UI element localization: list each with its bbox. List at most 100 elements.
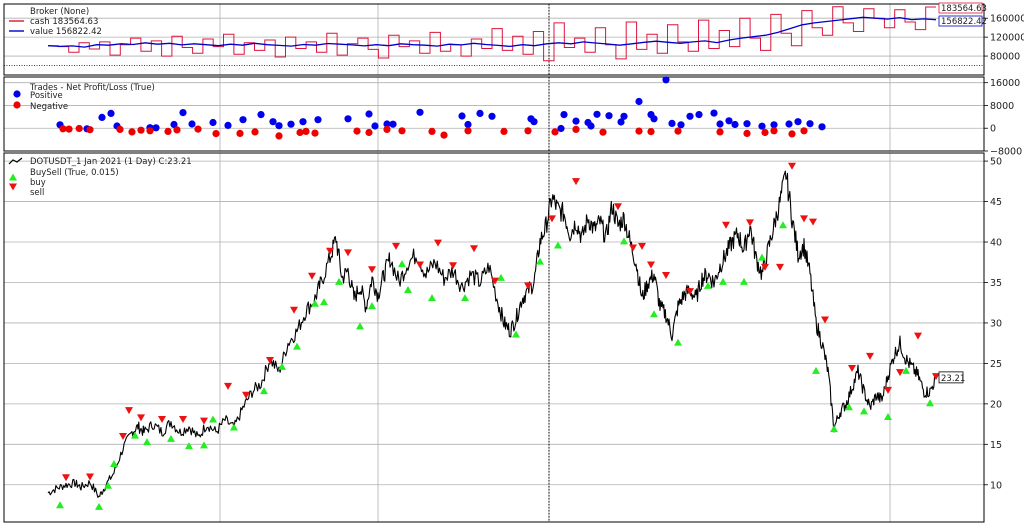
panel-frame bbox=[3, 76, 985, 152]
legend-label-buy: buy bbox=[30, 178, 46, 188]
sell-marker bbox=[548, 215, 556, 223]
y-tick-label: 40 bbox=[990, 238, 1002, 249]
buy-marker bbox=[860, 407, 868, 415]
sell-marker bbox=[290, 306, 298, 314]
trade-negative-point bbox=[212, 130, 220, 138]
buy-marker bbox=[884, 413, 892, 421]
legend-label-buysell: BuySell (True, 0.015) bbox=[30, 168, 119, 178]
sell-marker bbox=[809, 218, 817, 226]
trade-positive-point bbox=[287, 120, 295, 128]
legend-swatch-negative bbox=[13, 101, 21, 109]
buy-marker bbox=[56, 501, 64, 509]
sell-marker bbox=[761, 263, 769, 271]
trade-positive-point bbox=[806, 120, 814, 128]
buy-marker bbox=[200, 441, 208, 449]
trade-positive-point bbox=[389, 120, 397, 128]
legend-label-positive: Positive bbox=[30, 91, 63, 101]
trade-negative-point bbox=[173, 126, 181, 134]
trade-negative-point bbox=[383, 125, 391, 133]
trade-negative-point bbox=[116, 125, 124, 133]
buy-marker bbox=[902, 366, 910, 374]
sell-marker bbox=[614, 203, 622, 211]
buy-marker bbox=[812, 366, 820, 374]
buy-marker bbox=[104, 481, 112, 489]
trade-negative-point bbox=[572, 125, 580, 133]
trade-positive-point bbox=[170, 120, 178, 129]
sell-marker bbox=[62, 474, 70, 482]
buy-marker bbox=[758, 253, 766, 261]
sell-marker bbox=[308, 272, 316, 280]
trade-negative-point bbox=[398, 127, 406, 135]
y-tick-label: 160000 bbox=[990, 14, 1024, 25]
sell-marker bbox=[932, 373, 940, 381]
buy-marker bbox=[110, 459, 118, 467]
legend-label-value: value 156822.42 bbox=[30, 27, 102, 37]
sell-marker bbox=[686, 288, 694, 296]
buy-marker bbox=[428, 294, 436, 302]
legend-label-sell: sell bbox=[30, 188, 44, 198]
panel-frame bbox=[3, 152, 985, 523]
buy-marker bbox=[209, 415, 217, 423]
legend-swatch-buy bbox=[9, 173, 17, 181]
buy-marker bbox=[512, 330, 520, 338]
trade-positive-point bbox=[770, 121, 778, 129]
trade-positive-point bbox=[371, 122, 379, 130]
trade-negative-point bbox=[428, 127, 436, 135]
trade-negative-point bbox=[86, 126, 94, 134]
trade-positive-point bbox=[686, 112, 694, 120]
trade-negative-point bbox=[800, 127, 808, 135]
trade-negative-point bbox=[302, 127, 310, 135]
trade-positive-point bbox=[458, 112, 466, 120]
trade-positive-point bbox=[383, 120, 391, 128]
panel-price: 50 45 40 35 30 25 20 15 10 23.21 DOTUSDT_1 Jan 202… bbox=[3, 152, 1002, 523]
sell-marker bbox=[914, 332, 922, 340]
sell-marker bbox=[629, 244, 637, 252]
buy-marker bbox=[830, 425, 838, 433]
trade-negative-point bbox=[599, 128, 607, 136]
sell-marker bbox=[491, 277, 499, 285]
trade-positive-point bbox=[188, 120, 196, 128]
trade-negative-point bbox=[296, 128, 304, 137]
trade-negative-point bbox=[146, 127, 154, 135]
sell-marker bbox=[392, 242, 400, 250]
sell-marker bbox=[722, 221, 730, 229]
trade-positive-point bbox=[677, 121, 685, 129]
trade-positive-point bbox=[560, 111, 568, 119]
buy-marker bbox=[554, 241, 562, 249]
buy-marker bbox=[740, 277, 748, 285]
trade-positive-point bbox=[209, 118, 217, 127]
trade-positive-point bbox=[617, 118, 625, 126]
y-tick-label: 10 bbox=[990, 480, 1002, 491]
buy-marker bbox=[320, 298, 328, 306]
trade-positive-point bbox=[818, 123, 826, 131]
y-tick-label: 16000 bbox=[990, 78, 1020, 89]
last-value-label: 183564.63 bbox=[941, 4, 987, 14]
buy-marker bbox=[131, 431, 139, 439]
y-tick-label: 50 bbox=[990, 157, 1002, 168]
legend-label-negative: Negative bbox=[30, 102, 68, 112]
trade-negative-point bbox=[500, 127, 508, 135]
trade-negative-point bbox=[128, 128, 136, 136]
trade-positive-point bbox=[662, 76, 670, 84]
trade-negative-point bbox=[236, 129, 244, 137]
trade-negative-point bbox=[788, 130, 796, 138]
trade-negative-point bbox=[75, 124, 83, 133]
sell-marker bbox=[638, 242, 646, 250]
buy-marker bbox=[143, 438, 151, 446]
legend-swatch-sell bbox=[9, 183, 17, 191]
legend-swatch-positive bbox=[13, 90, 21, 98]
trade-negative-point bbox=[743, 129, 751, 137]
cash-series bbox=[48, 6, 936, 62]
buy-marker bbox=[278, 362, 286, 370]
y-tick-label: −8000 bbox=[990, 147, 1022, 158]
buy-marker bbox=[368, 302, 376, 310]
sell-marker bbox=[788, 162, 796, 170]
trade-positive-point bbox=[269, 118, 277, 126]
y-tick-label: 20 bbox=[990, 399, 1002, 410]
panel-broker: 160000 120000 80000 183564.63 156822.42 Broke… bbox=[3, 2, 1024, 76]
trade-positive-point bbox=[710, 109, 718, 117]
trade-positive-point bbox=[716, 120, 724, 128]
sell-marker bbox=[776, 263, 784, 271]
trade-positive-point bbox=[794, 118, 802, 126]
